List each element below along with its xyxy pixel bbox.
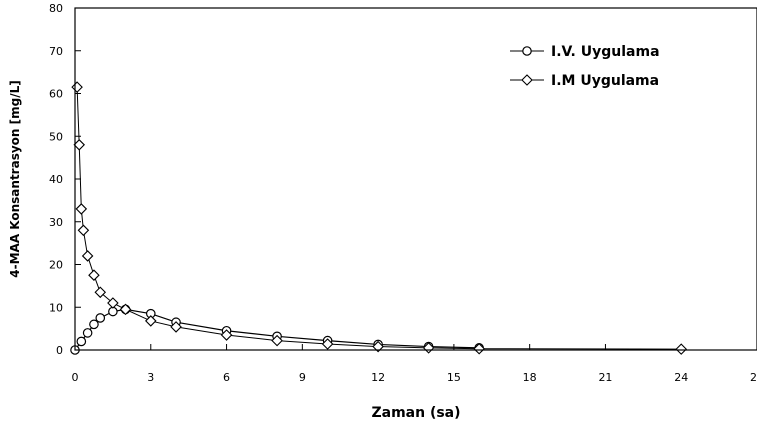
i-v-uygulama-point <box>95 313 106 323</box>
i-v-uygulama-legend-point <box>522 46 532 56</box>
x-tick-label: 6 <box>223 371 230 384</box>
i-v-uygulama-point <box>82 328 93 338</box>
i-m-uygulama-point <box>81 250 94 262</box>
x-tick-label: 9 <box>299 371 306 384</box>
y-tick-label: 20 <box>49 259 63 272</box>
i-m-uygulama-point <box>94 286 107 299</box>
i-m-uygulama-point <box>473 342 485 355</box>
x-tick-label: 3 <box>147 371 154 384</box>
y-tick-label: 60 <box>49 88 63 101</box>
y-tick-label: 40 <box>49 173 63 186</box>
i-v-uygulama-point <box>89 319 99 330</box>
i-m-uygulama-point <box>220 329 233 341</box>
series-layer <box>70 81 688 355</box>
ticks-layer: 0 3 6 9 12 15 18 21 24 27 0 10 20 30 40 50 60 70 80 <box>49 2 757 384</box>
y-tick-label: 80 <box>49 2 63 15</box>
x-tick-label: 0 <box>72 371 79 384</box>
i-v-uygulama-point <box>76 336 87 347</box>
y-tick-label: 70 <box>49 45 63 58</box>
i-m-uygulama-point <box>73 139 85 151</box>
i-m-uygulama-point <box>271 334 283 347</box>
x-axis-title: Zaman (sa) <box>371 405 460 421</box>
i-m-uygulama-point <box>170 321 182 333</box>
i-m-uygulama-point <box>119 303 132 316</box>
x-tick-label: 21 <box>598 371 612 384</box>
y-axis-title: 4-MAA Konsantrasyon [mg/L] <box>8 80 22 277</box>
i-m-uygulama-point <box>75 203 88 215</box>
i-m-uygulama-point <box>77 224 90 237</box>
i-m-uygulama-point <box>107 297 119 309</box>
x-tick-label: 24 <box>674 371 688 384</box>
x-tick-label: 18 <box>523 371 537 384</box>
i-m-uygulama-point <box>372 340 384 353</box>
y-tick-label: 50 <box>49 130 63 143</box>
i-m-uygulama-point <box>675 343 688 355</box>
y-tick-label: 30 <box>49 216 63 229</box>
i-m-uygulama-point <box>88 269 100 281</box>
plot-frame <box>74 7 757 351</box>
i-m-uygulama-point <box>144 315 157 327</box>
x-tick-label: 12 <box>371 371 385 384</box>
i-m-uygulama-legend-point <box>521 74 533 86</box>
i-m-uygulama-line <box>76 87 682 350</box>
i-m-uygulama-point <box>321 338 334 350</box>
x-tick-label: 27 <box>750 371 757 384</box>
legend-layer: I.V. Uygulama I.M Uygulama <box>510 44 660 89</box>
i-m-uygulama-legend-label: I.M Uygulama <box>551 73 659 89</box>
y-tick-label: 0 <box>56 344 63 357</box>
x-tick-label: 15 <box>447 371 461 384</box>
i-m-uygulama-point <box>71 81 83 93</box>
i-v-uygulama-legend-label: I.V. Uygulama <box>551 44 660 60</box>
y-tick-label: 10 <box>49 301 63 314</box>
